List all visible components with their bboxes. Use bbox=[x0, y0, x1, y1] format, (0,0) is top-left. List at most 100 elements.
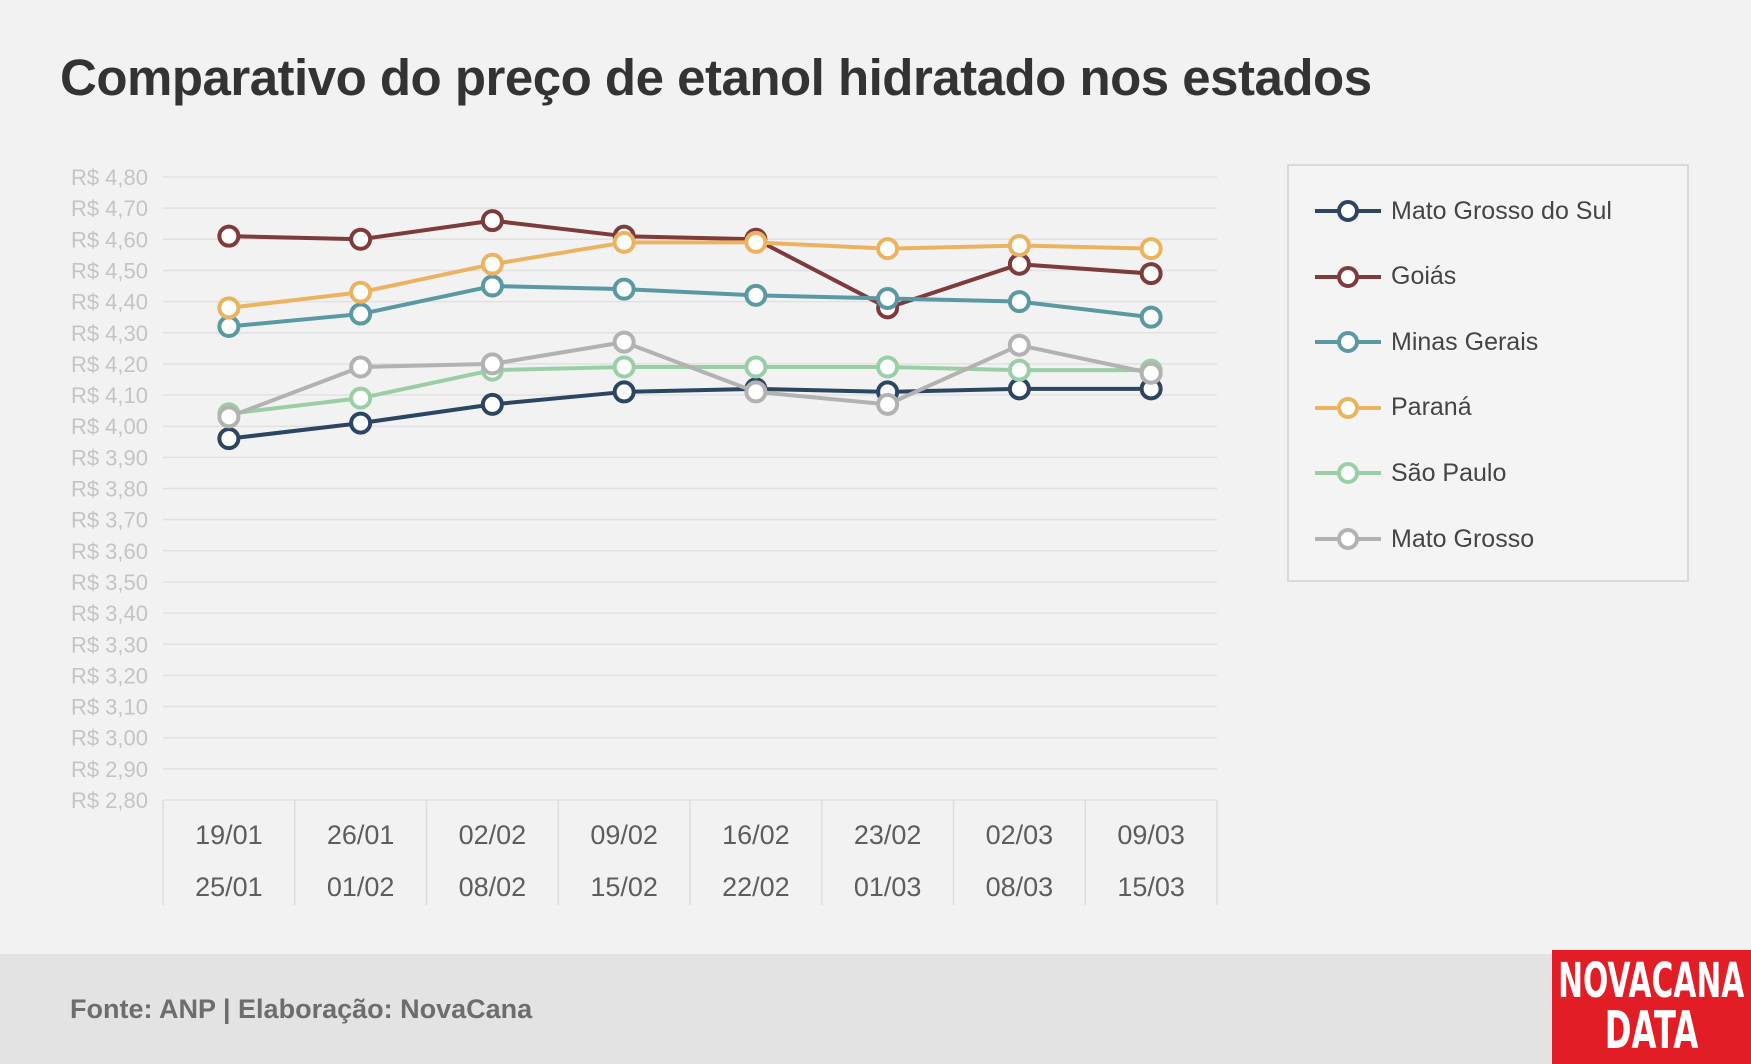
x-tick-label: 08/03 bbox=[986, 872, 1054, 902]
data-point bbox=[480, 392, 504, 416]
data-point bbox=[876, 286, 900, 310]
series-line bbox=[228, 240, 1152, 310]
x-tick-label: 22/02 bbox=[722, 872, 790, 902]
x-tick-label: 23/02 bbox=[854, 820, 922, 850]
legend-label: Goiás bbox=[1391, 262, 1457, 291]
y-tick-label: R$ 4,00 bbox=[71, 414, 148, 439]
data-point bbox=[1007, 234, 1031, 258]
x-tick-label: 19/01 bbox=[195, 820, 263, 850]
series-mato-grosso bbox=[217, 330, 1163, 429]
data-point bbox=[480, 352, 504, 376]
y-tick-label: R$ 3,80 bbox=[71, 477, 148, 502]
data-point bbox=[1139, 262, 1163, 286]
data-point bbox=[217, 427, 241, 451]
data-point bbox=[480, 252, 504, 276]
y-tick-label: R$ 2,80 bbox=[71, 788, 148, 813]
x-tick-label: 01/03 bbox=[854, 872, 922, 902]
legend-swatch bbox=[1315, 331, 1381, 354]
x-tick-label: 09/03 bbox=[1117, 820, 1185, 850]
data-point bbox=[1007, 290, 1031, 314]
y-tick-label: R$ 4,10 bbox=[71, 383, 148, 408]
data-point bbox=[349, 355, 373, 379]
chart-title: Comparativo do preço de etanol hidratado… bbox=[60, 49, 1372, 106]
data-point bbox=[612, 330, 636, 354]
data-point bbox=[1139, 305, 1163, 329]
series-line bbox=[228, 386, 1152, 441]
y-tick-label: R$ 3,20 bbox=[71, 663, 148, 688]
legend-item: Minas Gerais bbox=[1313, 322, 1538, 362]
data-point bbox=[876, 237, 900, 261]
x-tick-label: 01/02 bbox=[327, 872, 395, 902]
legend-item: Goiás bbox=[1313, 257, 1456, 297]
x-tick-label: 25/01 bbox=[195, 872, 263, 902]
x-tick-label: 02/02 bbox=[459, 820, 527, 850]
y-tick-label: R$ 3,00 bbox=[71, 726, 148, 751]
logo-line-2: DATA bbox=[1604, 1001, 1699, 1061]
legend-item: Mato Grosso bbox=[1313, 519, 1534, 559]
y-tick-label: R$ 4,80 bbox=[71, 165, 148, 190]
x-tick-label: 16/02 bbox=[722, 820, 790, 850]
x-axis: 19/01 25/01 26/01 01/02 02/02 08/02 09/02 15/02… bbox=[162, 800, 1218, 905]
data-point bbox=[612, 355, 636, 379]
data-point bbox=[612, 277, 636, 301]
legend-swatch-marker bbox=[1337, 396, 1359, 419]
y-tick-label: R$ 4,30 bbox=[71, 321, 148, 346]
legend-swatch-marker bbox=[1337, 200, 1359, 222]
data-point bbox=[1139, 237, 1163, 261]
legend-swatch bbox=[1315, 528, 1381, 550]
legend-item: Mato Grosso do Sul bbox=[1313, 191, 1612, 231]
y-tick-label: R$ 2,90 bbox=[71, 757, 148, 782]
legend-swatch-marker bbox=[1337, 528, 1359, 550]
grid-lines bbox=[163, 176, 1217, 801]
y-tick-label: R$ 4,60 bbox=[71, 227, 148, 252]
data-point bbox=[1007, 377, 1031, 401]
data-point bbox=[349, 386, 373, 410]
data-point bbox=[480, 209, 504, 233]
data-point bbox=[876, 392, 900, 416]
legend-label: Minas Gerais bbox=[1391, 327, 1539, 356]
y-tick-label: R$ 3,40 bbox=[71, 601, 148, 626]
data-point bbox=[349, 227, 373, 251]
data-point bbox=[349, 280, 373, 304]
data-point bbox=[744, 355, 768, 379]
series-line bbox=[228, 284, 1152, 329]
y-tick-label: R$ 3,50 bbox=[71, 570, 148, 595]
data-point bbox=[217, 224, 241, 248]
data-point bbox=[1007, 252, 1031, 276]
source-note: Fonte: ANP | Elaboração: NovaCana bbox=[70, 994, 533, 1024]
legend-swatch-marker bbox=[1337, 331, 1359, 354]
y-tick-label: R$ 4,20 bbox=[71, 352, 148, 377]
legend-label: São Paulo bbox=[1391, 458, 1507, 487]
novacana-data-logo: NOVACANA DATA bbox=[1552, 950, 1751, 1064]
data-point bbox=[1007, 358, 1031, 382]
y-tick-label: R$ 4,50 bbox=[71, 258, 148, 283]
data-point bbox=[349, 302, 373, 326]
series-lines bbox=[217, 209, 1163, 451]
x-tick-label: 15/02 bbox=[590, 872, 658, 902]
footer: Fonte: ANP | Elaboração: NovaCana NOVACA… bbox=[0, 950, 1751, 1064]
data-point bbox=[612, 230, 636, 254]
x-tick-label: 08/02 bbox=[459, 872, 527, 902]
y-tick-label: R$ 4,40 bbox=[71, 290, 148, 315]
legend-label: Paraná bbox=[1391, 393, 1472, 422]
y-tick-label: R$ 3,90 bbox=[71, 445, 148, 470]
y-axis-ticks: R$ 2,80 R$ 2,90 R$ 3,00 R$ 3,10 R$ 3,20 R$ 3,… bbox=[71, 165, 148, 813]
legend-swatch-marker bbox=[1337, 265, 1359, 288]
data-point bbox=[612, 380, 636, 404]
y-tick-label: R$ 3,60 bbox=[71, 539, 148, 564]
y-tick-label: R$ 3,30 bbox=[71, 632, 148, 657]
data-point bbox=[744, 283, 768, 307]
legend-swatch bbox=[1315, 396, 1381, 419]
y-tick-label: R$ 3,70 bbox=[71, 508, 148, 533]
x-tick-label: 02/03 bbox=[986, 820, 1054, 850]
data-point bbox=[1007, 333, 1031, 357]
data-point bbox=[217, 296, 241, 320]
data-point bbox=[1139, 361, 1163, 385]
legend-label: Mato Grosso bbox=[1391, 524, 1535, 553]
legend-label: Mato Grosso do Sul bbox=[1391, 196, 1612, 225]
legend-item: Paraná bbox=[1313, 388, 1472, 428]
y-tick-label: R$ 3,10 bbox=[71, 695, 148, 720]
legend-item: São Paulo bbox=[1313, 453, 1506, 493]
y-tick-label: R$ 4,70 bbox=[71, 196, 148, 221]
data-point bbox=[217, 315, 241, 339]
